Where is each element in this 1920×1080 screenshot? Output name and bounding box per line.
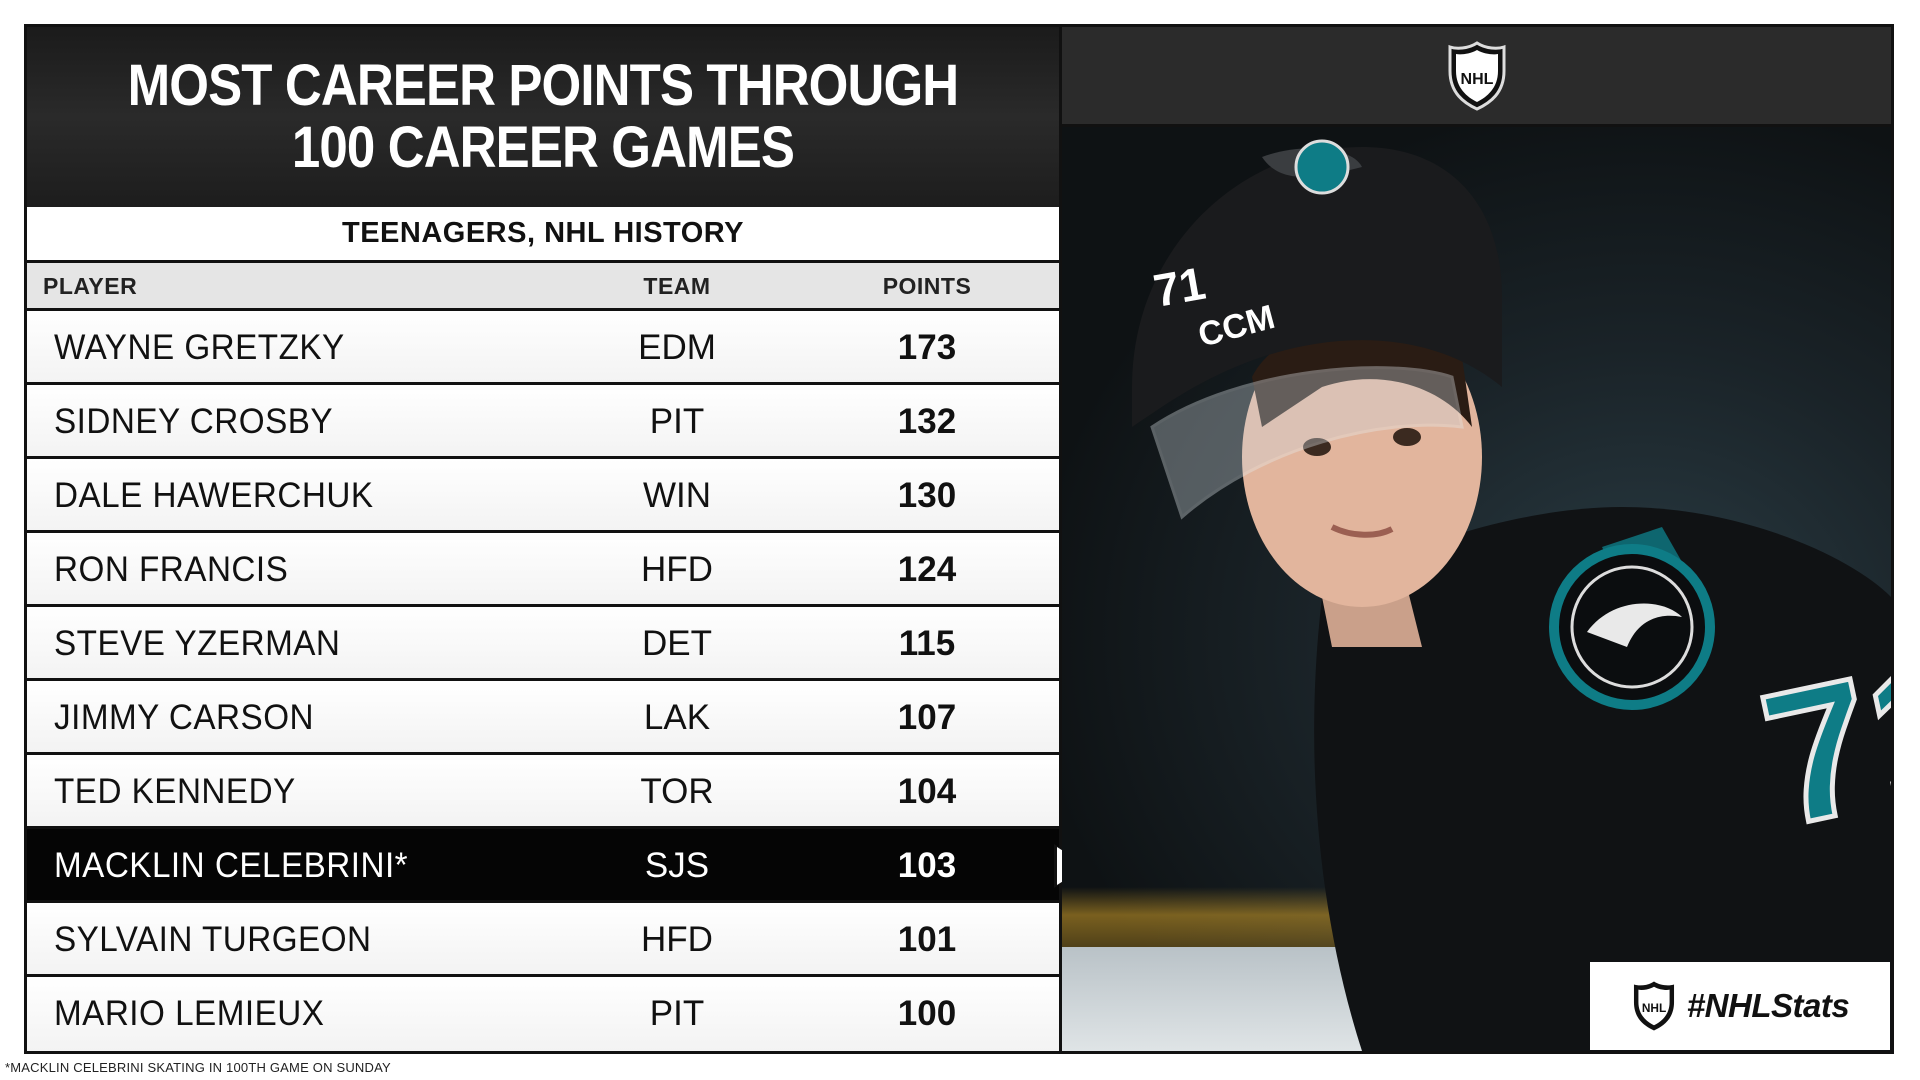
table-row: WAYNE GRETZKY EDM 173	[27, 311, 1059, 385]
cell-player: STEVE YZERMAN	[54, 624, 341, 663]
graphic-frame	[24, 24, 1894, 1054]
table-body: WAYNE GRETZKY EDM 173 SIDNEY CROSBY PIT 132 DA…	[27, 311, 1059, 1051]
table-row: SYLVAIN TURGEON HFD 101	[27, 903, 1059, 977]
table-header: PLAYER TEAM POINTS	[27, 263, 1059, 311]
footnote: *MACKLIN CELEBRINI SKATING IN 100TH GAME…	[5, 1060, 391, 1075]
cell-player: JIMMY CARSON	[54, 698, 315, 737]
cell-team: DET	[642, 624, 712, 663]
column-header-player: PLAYER	[43, 273, 138, 299]
title-band: MOST CAREER POINTS THROUGH 100 CAREER GA…	[27, 27, 1059, 207]
cell-player: DALE HAWERCHUK	[54, 476, 374, 515]
player-illustration: 71 CCM 71	[1132, 139, 1891, 1051]
player-photo: 71 CCM 71	[1062, 127, 1891, 1051]
logo-band: NHL	[1062, 27, 1891, 127]
svg-text:NHL: NHL	[1642, 1001, 1666, 1015]
cell-team: SJS	[644, 846, 710, 885]
cell-player: TED KENNEDY	[54, 772, 296, 811]
cell-team: HFD	[641, 920, 713, 959]
svg-text:71: 71	[1746, 616, 1891, 867]
table-row: RON FRANCIS HFD 124	[27, 533, 1059, 607]
cell-points: 104	[897, 772, 957, 811]
cell-player: RON FRANCIS	[54, 550, 289, 589]
photo-panel: NHL 71	[1062, 27, 1891, 1051]
cell-player: MACKLIN CELEBRINI*	[54, 846, 409, 885]
cell-player: SYLVAIN TURGEON	[54, 920, 372, 959]
cell-team: TOR	[640, 772, 714, 811]
cell-points: 130	[897, 476, 957, 515]
panel-divider	[1059, 24, 1062, 1054]
cell-points: 115	[898, 624, 956, 663]
svg-text:71: 71	[1150, 257, 1209, 317]
table-row: STEVE YZERMAN DET 115	[27, 607, 1059, 681]
svg-text:NHL: NHL	[1460, 71, 1493, 88]
table-row: JIMMY CARSON LAK 107	[27, 681, 1059, 755]
table-row-highlighted: MACKLIN CELEBRINI* SJS 103	[27, 829, 1059, 903]
cell-points: 132	[897, 402, 957, 441]
column-header-team: TEAM	[643, 273, 711, 299]
cell-points: 124	[897, 550, 957, 589]
cell-team: HFD	[641, 550, 713, 589]
table-row: TED KENNEDY TOR 104	[27, 755, 1059, 829]
page-title: MOST CAREER POINTS THROUGH 100 CAREER GA…	[127, 53, 960, 180]
subtitle-band: TEENAGERS, NHL HISTORY	[27, 207, 1059, 263]
table-row: SIDNEY CROSBY PIT 132	[27, 385, 1059, 459]
nhl-shield-small-icon: NHL	[1633, 981, 1674, 1031]
cell-team: LAK	[643, 698, 711, 737]
cell-player: SIDNEY CROSBY	[54, 402, 334, 441]
cell-points: 173	[897, 328, 957, 367]
cell-points: 100	[897, 994, 957, 1033]
cell-player: MARIO LEMIEUX	[54, 994, 325, 1033]
cell-points: 103	[897, 846, 957, 885]
cell-team: WIN	[642, 476, 712, 515]
cell-player: WAYNE GRETZKY	[54, 328, 345, 367]
column-header-points: POINTS	[882, 273, 972, 299]
cell-team: PIT	[649, 994, 705, 1033]
nhl-shield-icon: NHL	[1448, 40, 1505, 111]
stats-table-panel: MOST CAREER POINTS THROUGH 100 CAREER GA…	[27, 27, 1059, 1051]
nhlstats-hashtag: #NHLStats	[1686, 987, 1850, 1024]
cell-points: 107	[897, 698, 957, 737]
table-row: DALE HAWERCHUK WIN 130	[27, 459, 1059, 533]
table-subtitle: TEENAGERS, NHL HISTORY	[341, 217, 745, 249]
cell-team: EDM	[638, 328, 716, 367]
nhlstats-badge: NHL #NHLStats	[1590, 962, 1890, 1050]
cell-points: 101	[897, 920, 957, 959]
table-row: MARIO LEMIEUX PIT 100	[27, 977, 1059, 1051]
cell-team: PIT	[649, 402, 705, 441]
